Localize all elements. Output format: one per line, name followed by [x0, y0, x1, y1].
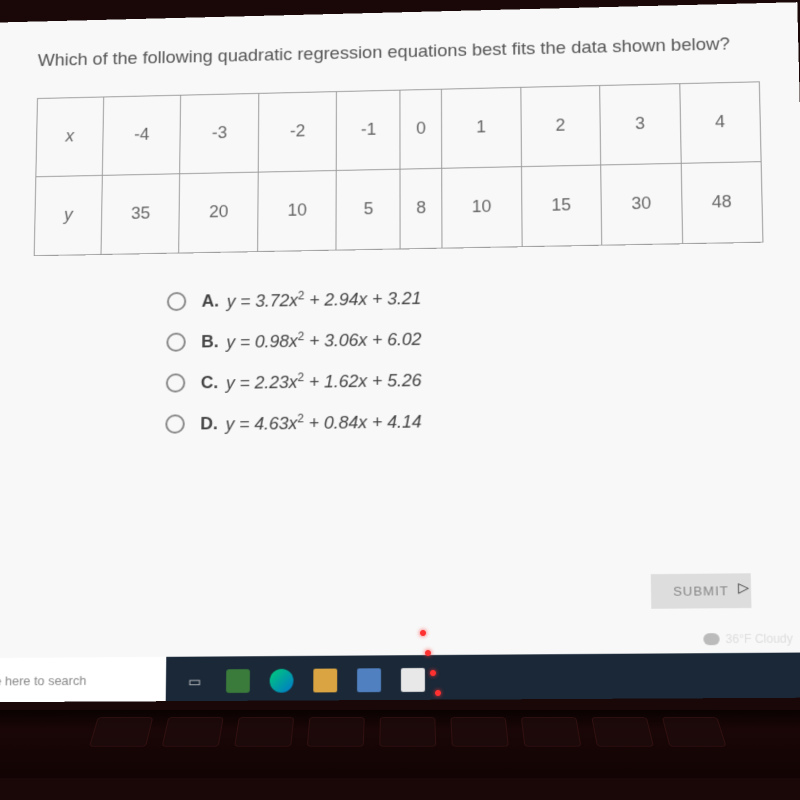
radio-icon[interactable] [166, 333, 186, 352]
cloud-icon [703, 633, 719, 645]
equation: y = 3.72x2 + 2.94x + 3.21 [227, 286, 422, 311]
cell: 3 [600, 83, 681, 164]
row-header-x: x [36, 97, 104, 177]
key [162, 717, 224, 747]
equation: y = 0.98x2 + 3.06x + 6.02 [226, 327, 421, 352]
cell: -4 [102, 95, 181, 175]
cell: 20 [179, 172, 258, 253]
cell: -1 [337, 90, 401, 170]
option-b[interactable]: B. y = 0.98x2 + 3.06x + 6.02 [166, 322, 765, 354]
key [379, 717, 436, 747]
explorer-icon[interactable] [313, 669, 337, 693]
cell: 8 [400, 168, 442, 249]
option-label: A. [202, 291, 220, 311]
options-group: A. y = 3.72x2 + 2.94x + 3.21 B. y = 0.98… [165, 280, 767, 435]
table-row-x: x -4 -3 -2 -1 0 1 2 3 4 [36, 81, 761, 176]
cell: 30 [601, 163, 682, 245]
taskbar: Type here to search ▭ [0, 652, 800, 702]
key [234, 717, 294, 747]
equation: y = 4.63x2 + 0.84x + 4.14 [226, 410, 422, 435]
task-view-icon[interactable]: ▭ [183, 669, 207, 693]
edge-icon[interactable] [270, 669, 294, 693]
option-label: B. [201, 332, 219, 352]
cell: 1 [441, 87, 521, 168]
key [521, 717, 582, 747]
quiz-screen: Which of the following quadratic regress… [0, 2, 800, 702]
radio-icon[interactable] [167, 292, 187, 311]
taskbar-icons: ▭ [183, 668, 425, 693]
cell: 2 [520, 85, 600, 166]
option-label: C. [201, 372, 219, 392]
table-row-y: y 35 20 10 5 8 10 15 30 48 [34, 161, 763, 255]
submit-button[interactable]: SUBMIT [651, 573, 752, 609]
key [662, 717, 727, 747]
option-c[interactable]: C. y = 2.23x2 + 1.62x + 5.26 [166, 363, 767, 394]
question-text: Which of the following quadratic regress… [38, 31, 760, 75]
mail-icon[interactable] [357, 668, 381, 692]
key [450, 717, 508, 747]
app-icon[interactable] [226, 669, 250, 693]
cell: 10 [258, 170, 337, 251]
data-table: x -4 -3 -2 -1 0 1 2 3 4 y 35 20 10 5 8 1… [34, 81, 764, 256]
cell: 0 [400, 89, 441, 169]
weather-widget[interactable]: 36°F Cloudy [703, 632, 793, 647]
cell: 5 [336, 169, 400, 250]
cell: -3 [180, 93, 259, 173]
keyboard [0, 710, 800, 778]
option-d[interactable]: D. y = 4.63x2 + 0.84x + 4.14 [165, 405, 767, 435]
radio-icon[interactable] [166, 373, 186, 392]
search-placeholder: Type here to search [0, 673, 86, 688]
cell: 35 [101, 173, 180, 254]
cell: 15 [521, 165, 602, 247]
cell: 48 [681, 161, 763, 243]
cursor-icon: ▷ [738, 579, 749, 596]
row-header-y: y [34, 175, 102, 255]
equation: y = 2.23x2 + 1.62x + 5.26 [226, 368, 422, 393]
key [307, 717, 365, 747]
weather-text: 36°F Cloudy [725, 632, 793, 646]
key [591, 717, 654, 747]
option-a[interactable]: A. y = 3.72x2 + 2.94x + 3.21 [167, 280, 765, 312]
search-input[interactable]: Type here to search [0, 673, 86, 688]
app-icon-2[interactable] [401, 668, 425, 692]
radio-icon[interactable] [165, 414, 185, 433]
option-label: D. [200, 413, 218, 433]
cell: -2 [258, 91, 337, 172]
cell: 10 [442, 166, 522, 248]
key [89, 717, 153, 747]
cell: 4 [679, 81, 761, 162]
